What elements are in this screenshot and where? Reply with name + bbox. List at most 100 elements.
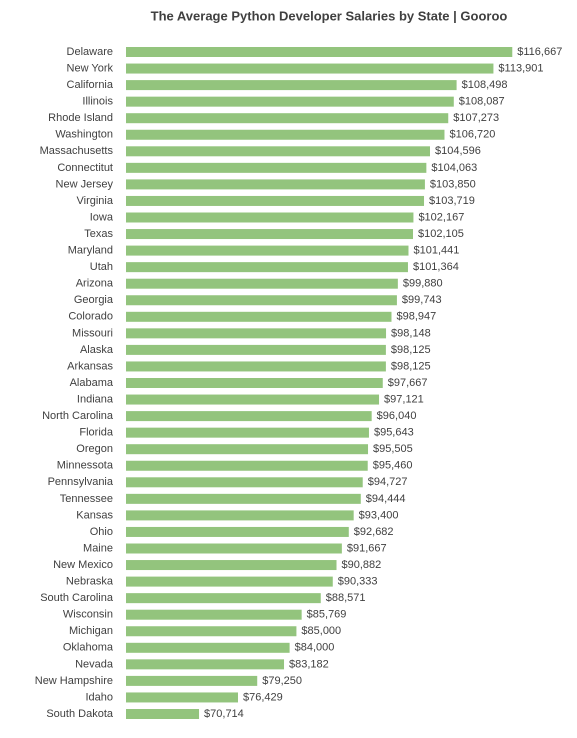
- y-tick-label: Ohio: [90, 526, 113, 538]
- bar: [126, 278, 398, 289]
- value-label: $94,727: [368, 476, 408, 488]
- value-label: $88,571: [326, 592, 366, 604]
- y-tick-label: Oregon: [76, 443, 113, 455]
- bar: [126, 311, 392, 322]
- bar: [126, 510, 354, 521]
- bar: [126, 477, 363, 488]
- y-tick-label: Virginia: [77, 195, 114, 207]
- y-tick-label: Delaware: [67, 46, 113, 58]
- value-label: $70,714: [204, 708, 244, 720]
- y-tick-label: Illinois: [82, 96, 113, 108]
- bar: [126, 444, 369, 455]
- value-label: $98,947: [396, 311, 436, 323]
- bar: [126, 675, 258, 686]
- value-label: $76,429: [243, 691, 283, 703]
- value-label: $107,273: [453, 112, 499, 124]
- value-label: $95,643: [374, 427, 414, 439]
- bar: [126, 460, 368, 471]
- bar: [126, 394, 380, 405]
- y-tick-label: Arkansas: [67, 360, 113, 372]
- value-label: $93,400: [359, 509, 399, 521]
- y-tick-label: Florida: [79, 427, 114, 439]
- bar: [126, 526, 349, 537]
- bar: [126, 692, 238, 703]
- value-label: $98,125: [391, 344, 431, 356]
- y-tick-label: New Hampshire: [35, 675, 113, 687]
- bar: [126, 162, 427, 173]
- y-tick-label: Colorado: [68, 311, 113, 323]
- bar: [126, 80, 457, 91]
- y-tick-label: Georgia: [74, 294, 114, 306]
- value-label: $95,460: [373, 460, 413, 472]
- y-tick-label: Texas: [84, 228, 113, 240]
- y-tick-label: Kansas: [76, 509, 113, 521]
- y-tick-label: New Mexico: [53, 559, 113, 571]
- bar: [126, 361, 386, 372]
- bar: [126, 411, 372, 422]
- y-tick-label: Nebraska: [66, 576, 114, 588]
- value-label: $97,121: [384, 393, 424, 405]
- y-tick-label: Nevada: [75, 658, 114, 670]
- y-tick-label: Utah: [90, 261, 113, 273]
- bar: [126, 659, 285, 670]
- bar: [126, 593, 321, 604]
- value-label: $108,498: [462, 79, 508, 91]
- value-label: $95,505: [373, 443, 413, 455]
- value-label: $106,720: [449, 129, 495, 141]
- y-tick-label: New Jersey: [56, 178, 114, 190]
- value-label: $84,000: [295, 642, 335, 654]
- value-label: $108,087: [459, 96, 505, 108]
- y-tick-label: Oklahoma: [63, 642, 114, 654]
- bar: [126, 328, 387, 339]
- y-tick-label: Alabama: [70, 377, 114, 389]
- y-tick-label: Idaho: [85, 691, 113, 703]
- value-label: $101,441: [413, 245, 459, 257]
- bar: [126, 179, 425, 190]
- bar: [126, 212, 414, 223]
- y-tick-label: Pennsylvania: [48, 476, 114, 488]
- y-tick-label: Tennessee: [60, 493, 113, 505]
- y-tick-label: Minnessota: [57, 460, 114, 472]
- y-tick-label: Michigan: [69, 625, 113, 637]
- value-label: $92,682: [354, 526, 394, 538]
- bar: [126, 427, 369, 438]
- chart-title: The Average Python Developer Salaries by…: [151, 8, 508, 23]
- value-label: $98,125: [391, 360, 431, 372]
- bar: [126, 96, 454, 107]
- bar: [126, 576, 333, 587]
- y-tick-label: Connectitut: [57, 162, 113, 174]
- value-label: $99,743: [402, 294, 442, 306]
- y-tick-label: Washington: [55, 129, 113, 141]
- value-label: $104,596: [435, 145, 481, 157]
- value-label: $102,105: [418, 228, 464, 240]
- value-label: $101,364: [413, 261, 459, 273]
- value-label: $94,444: [366, 493, 406, 505]
- bar: [126, 146, 430, 157]
- bar: [126, 344, 386, 355]
- bar: [126, 295, 397, 306]
- bar: [126, 493, 361, 504]
- y-tick-label: South Dakota: [46, 708, 114, 720]
- value-label: $98,148: [391, 327, 431, 339]
- value-label: $96,040: [377, 410, 417, 422]
- y-tick-label: Wisconsin: [63, 609, 113, 621]
- bar: [126, 63, 494, 74]
- bar: [126, 129, 445, 140]
- value-label: $97,667: [388, 377, 428, 389]
- y-tick-label: California: [67, 79, 114, 91]
- value-label: $102,167: [418, 211, 464, 223]
- value-label: $83,182: [289, 658, 329, 670]
- bar: [126, 113, 449, 124]
- bar: [126, 378, 383, 388]
- y-tick-label: Missouri: [72, 327, 113, 339]
- y-tick-label: North Carolina: [42, 410, 114, 422]
- y-tick-label: New York: [67, 62, 114, 74]
- y-tick-label: Rhode Island: [48, 112, 113, 124]
- y-tick-label: Massachusetts: [40, 145, 114, 157]
- y-tick-label: Maine: [83, 542, 113, 554]
- bar: [126, 626, 297, 637]
- bar: [126, 262, 408, 273]
- bar: [126, 229, 414, 240]
- value-label: $91,667: [347, 542, 387, 554]
